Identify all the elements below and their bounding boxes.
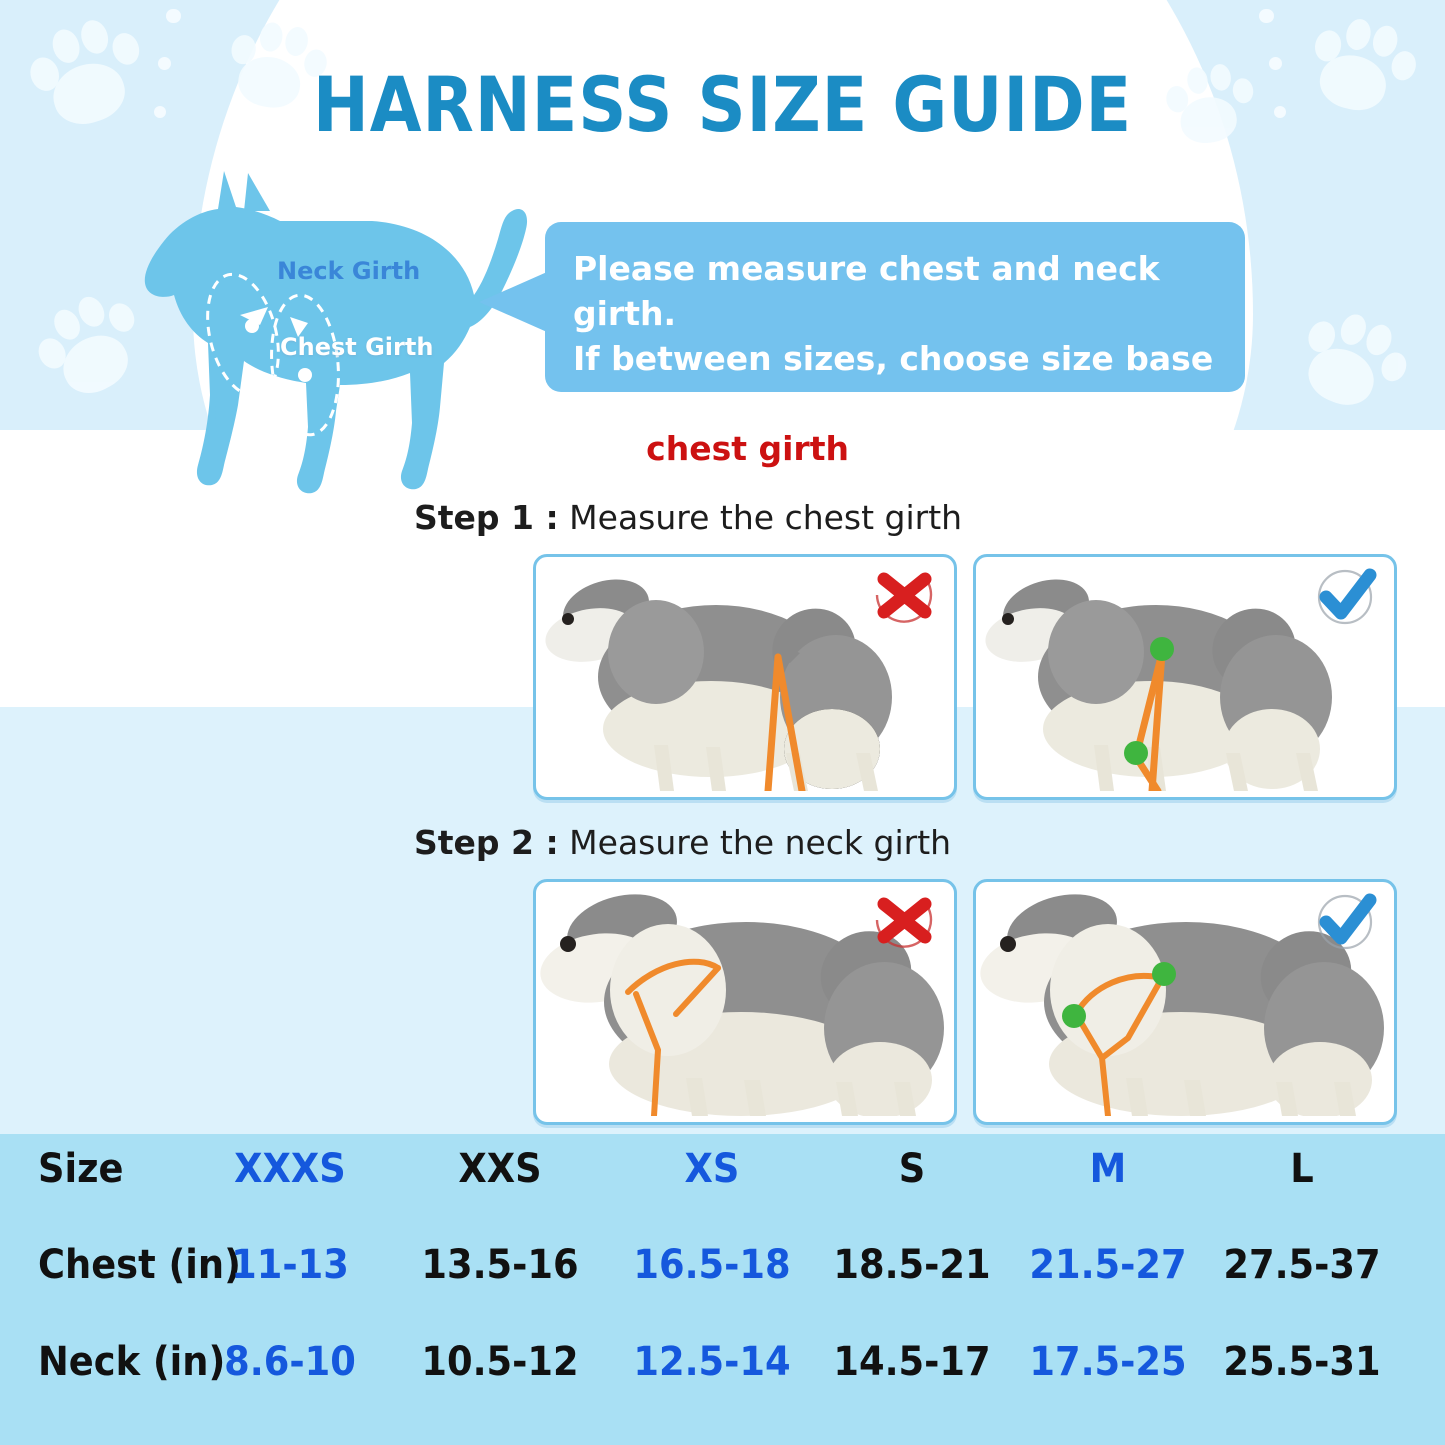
table-cell: S	[898, 1146, 926, 1192]
step-2-number: Step 2 :	[414, 823, 559, 862]
chest-girth-label: Chest Girth	[280, 333, 434, 361]
step-2-text: Measure the neck girth	[558, 823, 952, 862]
step-1-heading: Step 1 : Measure the chest girth	[414, 498, 962, 537]
instruction-line-2: If between sizes, choose size base on	[573, 339, 1214, 423]
table-row: Size XXXS XXS XS S M L	[0, 1146, 1445, 1242]
bubble-tail	[479, 272, 547, 332]
table-cell: 14.5-17	[833, 1339, 991, 1385]
table-cell: 25.5-31	[1223, 1339, 1381, 1385]
step-2-heading: Step 2 : Measure the neck girth	[414, 823, 951, 862]
dog-silhouette-icon	[144, 171, 528, 494]
step-1-number: Step 1 :	[414, 498, 559, 537]
table-cell: 12.5-14	[633, 1339, 791, 1385]
table-cell: XXXS	[234, 1146, 346, 1192]
table-cell: 18.5-21	[833, 1242, 991, 1288]
table-cell: M	[1089, 1146, 1127, 1192]
instruction-text: Please measure chest and neck girth. If …	[573, 246, 1225, 471]
table-cell: 21.5-27	[1029, 1242, 1187, 1288]
neck-girth-label: Neck Girth	[277, 257, 421, 285]
table-row: Chest (in) 11-13 13.5-16 16.5-18 18.5-21 21.5…	[0, 1242, 1445, 1338]
instruction-line-3-prefix: the	[573, 429, 647, 468]
measurement-diagram: Neck Girth Chest Girth	[140, 165, 560, 510]
step-2-incorrect-panel	[533, 879, 957, 1125]
table-cell: 16.5-18	[633, 1242, 791, 1288]
green-marker-dot	[1150, 637, 1174, 661]
dog-photo-chest-correct	[985, 579, 1332, 795]
dog-photo-neck-incorrect	[540, 894, 944, 1119]
instruction-line-3-suffix: .	[848, 429, 862, 468]
table-cell: 17.5-25	[1029, 1339, 1187, 1385]
table-row-label: Chest (in)	[38, 1242, 241, 1288]
check-icon	[1317, 893, 1377, 950]
cross-icon	[875, 897, 933, 948]
check-icon	[1317, 568, 1377, 625]
table-cell: XXS	[458, 1146, 542, 1192]
table-cell: 8.6-10	[224, 1339, 356, 1385]
instruction-line-1: Please measure chest and neck girth.	[573, 249, 1160, 333]
green-marker-dot	[1152, 962, 1176, 986]
table-row-label: Neck (in)	[38, 1339, 226, 1385]
dog-photo	[545, 579, 892, 791]
instruction-highlight: chest girth	[646, 429, 849, 468]
cross-icon	[875, 572, 933, 623]
page-title: HARNESS SIZE GUIDE	[312, 60, 1133, 149]
green-marker-dot	[1124, 741, 1148, 765]
step-1-correct-panel	[973, 554, 1397, 800]
size-table: Size XXXS XXS XS S M L Chest (in) 11-13 13.5-16 1…	[0, 1134, 1445, 1445]
orange-measuring-tape	[1073, 972, 1165, 1119]
dog-photo-chest-incorrect	[545, 579, 892, 795]
table-cell: 13.5-16	[421, 1242, 579, 1288]
table-cell: 11-13	[231, 1242, 349, 1288]
table-row: Neck (in) 8.6-10 10.5-12 12.5-14 14.5-17 17.5…	[0, 1339, 1445, 1435]
step-1-incorrect-panel	[533, 554, 957, 800]
background-table-band	[0, 1134, 1445, 1445]
step-1-text: Measure the chest girth	[558, 498, 963, 537]
green-marker-dot	[1062, 1004, 1086, 1028]
table-cell: 27.5-37	[1223, 1242, 1381, 1288]
orange-measuring-tape	[764, 653, 806, 795]
step-2-correct-panel	[973, 879, 1397, 1125]
table-cell: L	[1290, 1146, 1314, 1192]
dog-photo	[985, 579, 1332, 791]
instruction-bubble: Please measure chest and neck girth. If …	[479, 222, 1245, 468]
dog-photo-neck-correct	[980, 894, 1384, 1119]
table-cell: XS	[684, 1146, 740, 1192]
table-row-label: Size	[38, 1146, 124, 1192]
table-cell: 10.5-12	[421, 1339, 579, 1385]
orange-measuring-tape	[625, 958, 721, 1119]
